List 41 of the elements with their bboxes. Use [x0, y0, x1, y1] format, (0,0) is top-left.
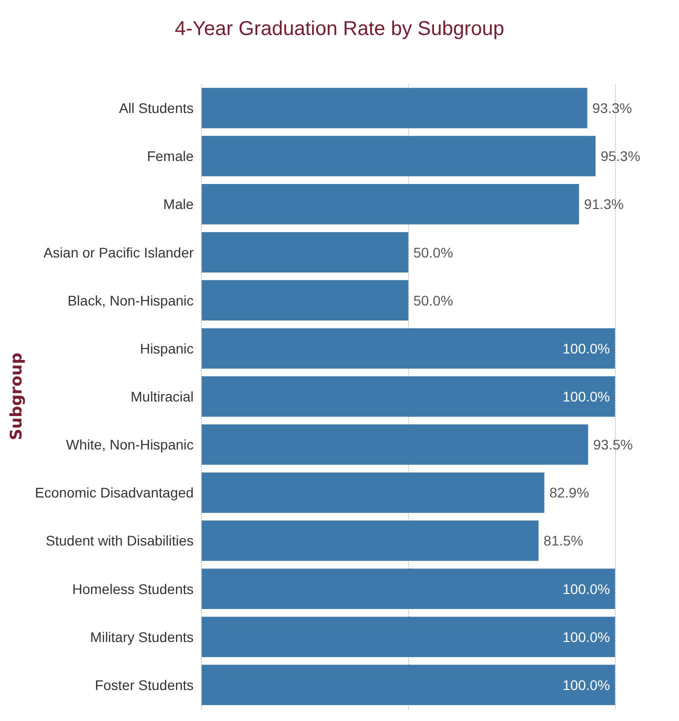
- y-tick-label: Black, Non-Hispanic: [68, 292, 194, 308]
- data-label: 93.5%: [593, 436, 633, 453]
- y-tick-label: Hispanic: [140, 340, 194, 356]
- data-label: 50.0%: [413, 244, 454, 260]
- y-tick-label: Student with Disabilities: [46, 532, 194, 549]
- data-label: 81.5%: [544, 532, 584, 549]
- bar: [202, 328, 615, 369]
- bar: [202, 520, 539, 561]
- data-label: 100.0%: [562, 676, 610, 693]
- y-tick-label: Homeless Students: [72, 580, 194, 597]
- data-label: 93.3%: [592, 100, 632, 116]
- bar: [202, 616, 615, 658]
- y-tick-label: All Students: [118, 100, 194, 116]
- bar: [202, 232, 408, 272]
- data-label: 100.0%: [562, 580, 610, 597]
- y-tick-label: Female: [146, 148, 194, 164]
- data-label: 100.0%: [562, 628, 610, 645]
- y-tick-label: Military Students: [90, 628, 194, 645]
- y-tick-label: Economic Disadvantaged: [34, 484, 194, 501]
- y-tick-label: Multiracial: [130, 388, 194, 404]
- bar: [202, 88, 588, 128]
- y-tick-label: White, Non-Hispanic: [66, 436, 194, 453]
- y-tick-label: Foster Students: [94, 676, 194, 693]
- data-label: 100.0%: [562, 340, 610, 356]
- y-axis-title: Subgroup: [6, 352, 26, 440]
- data-label: 82.9%: [549, 484, 590, 501]
- bar: [202, 472, 544, 513]
- chart-title: 4-Year Graduation Rate by Subgroup: [174, 18, 504, 40]
- data-label: 91.3%: [584, 196, 624, 212]
- bar: [202, 280, 408, 321]
- y-tick-label: Asian or Pacific Islander: [43, 244, 194, 260]
- bar: [202, 136, 596, 176]
- bar: [202, 424, 588, 465]
- bar: [202, 568, 615, 609]
- bar: [202, 664, 615, 706]
- data-label: 100.0%: [562, 388, 610, 404]
- bar: [202, 376, 615, 417]
- data-label: 50.0%: [413, 292, 454, 308]
- y-tick-label: Male: [163, 196, 194, 212]
- bar: [202, 184, 580, 224]
- data-label: 95.3%: [600, 148, 640, 164]
